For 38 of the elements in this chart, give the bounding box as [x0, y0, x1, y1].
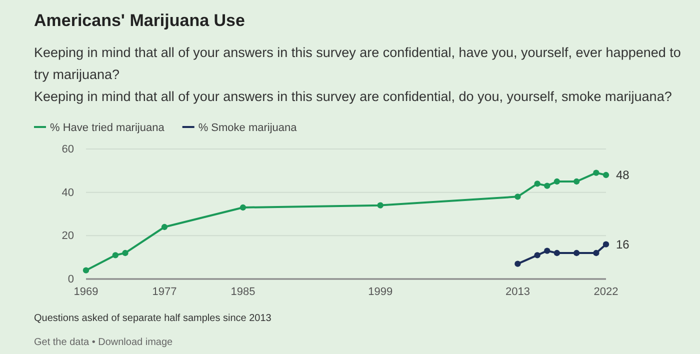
point	[602, 172, 610, 178]
point	[593, 250, 600, 256]
point	[554, 250, 560, 256]
text: Get the data • Download image	[34, 337, 174, 348]
x-tick-label: 2022	[594, 286, 618, 298]
point	[240, 204, 246, 211]
x-tick-label: 1999	[368, 286, 393, 298]
legend-label: % Smoke marijuana	[198, 122, 298, 134]
y-tick-label: 20	[62, 230, 74, 242]
point	[161, 224, 168, 230]
point	[544, 182, 550, 189]
point	[112, 252, 119, 258]
chart-title: Americans' Marijuana Use	[34, 11, 245, 30]
y-tick-label: 60	[62, 144, 74, 156]
point	[514, 194, 521, 200]
point	[544, 248, 550, 254]
legend-label: % Have tried marijuana	[50, 122, 166, 134]
data-label: 16	[616, 237, 630, 252]
data-label: 48	[616, 168, 630, 182]
chart-subtitle: Keeping in mind that all of your answers in this survey are confidential, have you, yourself, ever happened to try marijuana? Keeping in mind that all of your answers in this survey are confidential, do you, yourself, smoke marijuana?	[34, 45, 681, 104]
point	[593, 170, 600, 176]
x-tick-label: 1969	[74, 286, 98, 298]
x-tick-label: 1985	[230, 286, 256, 298]
point	[122, 250, 128, 256]
text: Questions asked of separate half samples since 2013	[34, 313, 272, 324]
point	[82, 267, 90, 274]
point	[554, 178, 560, 185]
point	[534, 180, 540, 187]
point	[514, 260, 521, 267]
x-tick-label: 2013	[505, 286, 530, 298]
y-tick-label: 40	[62, 186, 74, 199]
x-tick-label: 1977	[152, 286, 177, 298]
point	[573, 178, 580, 185]
point	[602, 241, 610, 248]
point	[377, 202, 384, 208]
y-tick-label: 0	[68, 274, 74, 286]
point	[573, 250, 580, 256]
point	[534, 252, 540, 258]
